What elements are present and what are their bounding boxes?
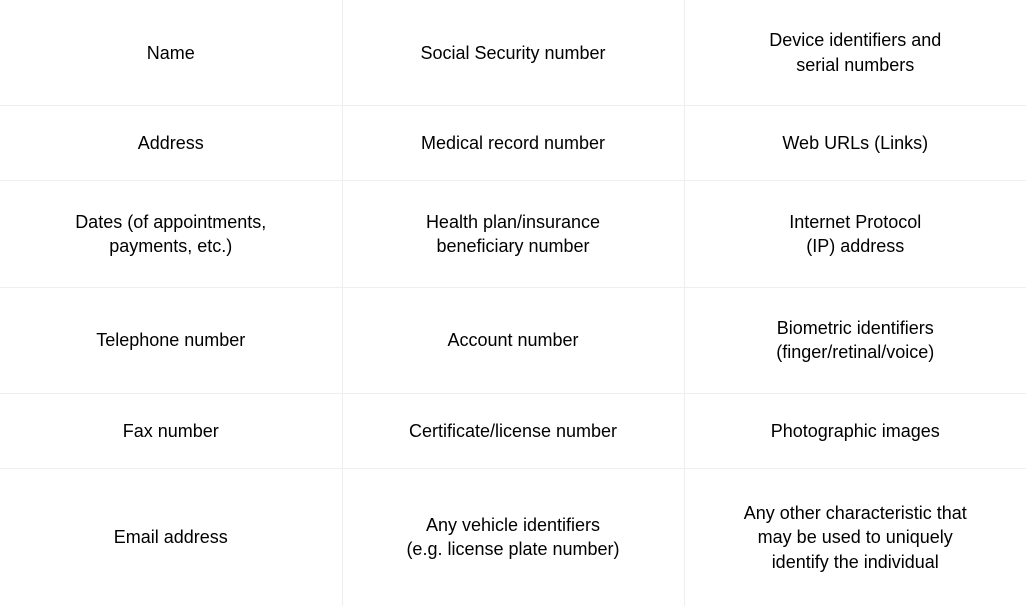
table-cell: Certificate/license number <box>342 394 684 469</box>
table-cell: Health plan/insurance beneficiary number <box>342 181 684 288</box>
table-cell: Any vehicle identifiers (e.g. license pl… <box>342 468 684 606</box>
table-cell: Biometric identifiers (finger/retinal/vo… <box>684 287 1026 394</box>
table-cell: Social Security number <box>342 0 684 106</box>
table-cell: Account number <box>342 287 684 394</box>
table-cell: Photographic images <box>684 394 1026 469</box>
table-cell: Internet Protocol (IP) address <box>684 181 1026 288</box>
table-row: Dates (of appointments, payments, etc.) … <box>0 181 1026 288</box>
identifiers-table: Name Social Security number Device ident… <box>0 0 1026 606</box>
table-cell: Name <box>0 0 342 106</box>
table-row: Telephone number Account number Biometri… <box>0 287 1026 394</box>
table-cell: Medical record number <box>342 106 684 181</box>
table-cell: Web URLs (Links) <box>684 106 1026 181</box>
table-cell: Email address <box>0 468 342 606</box>
table-cell: Device identifiers and serial numbers <box>684 0 1026 106</box>
table-row: Email address Any vehicle identifiers (e… <box>0 468 1026 606</box>
table-cell: Dates (of appointments, payments, etc.) <box>0 181 342 288</box>
table-row: Address Medical record number Web URLs (… <box>0 106 1026 181</box>
table-cell: Address <box>0 106 342 181</box>
table-row: Name Social Security number Device ident… <box>0 0 1026 106</box>
table-cell: Telephone number <box>0 287 342 394</box>
table-cell: Any other characteristic that may be use… <box>684 468 1026 606</box>
table-row: Fax number Certificate/license number Ph… <box>0 394 1026 469</box>
table-cell: Fax number <box>0 394 342 469</box>
